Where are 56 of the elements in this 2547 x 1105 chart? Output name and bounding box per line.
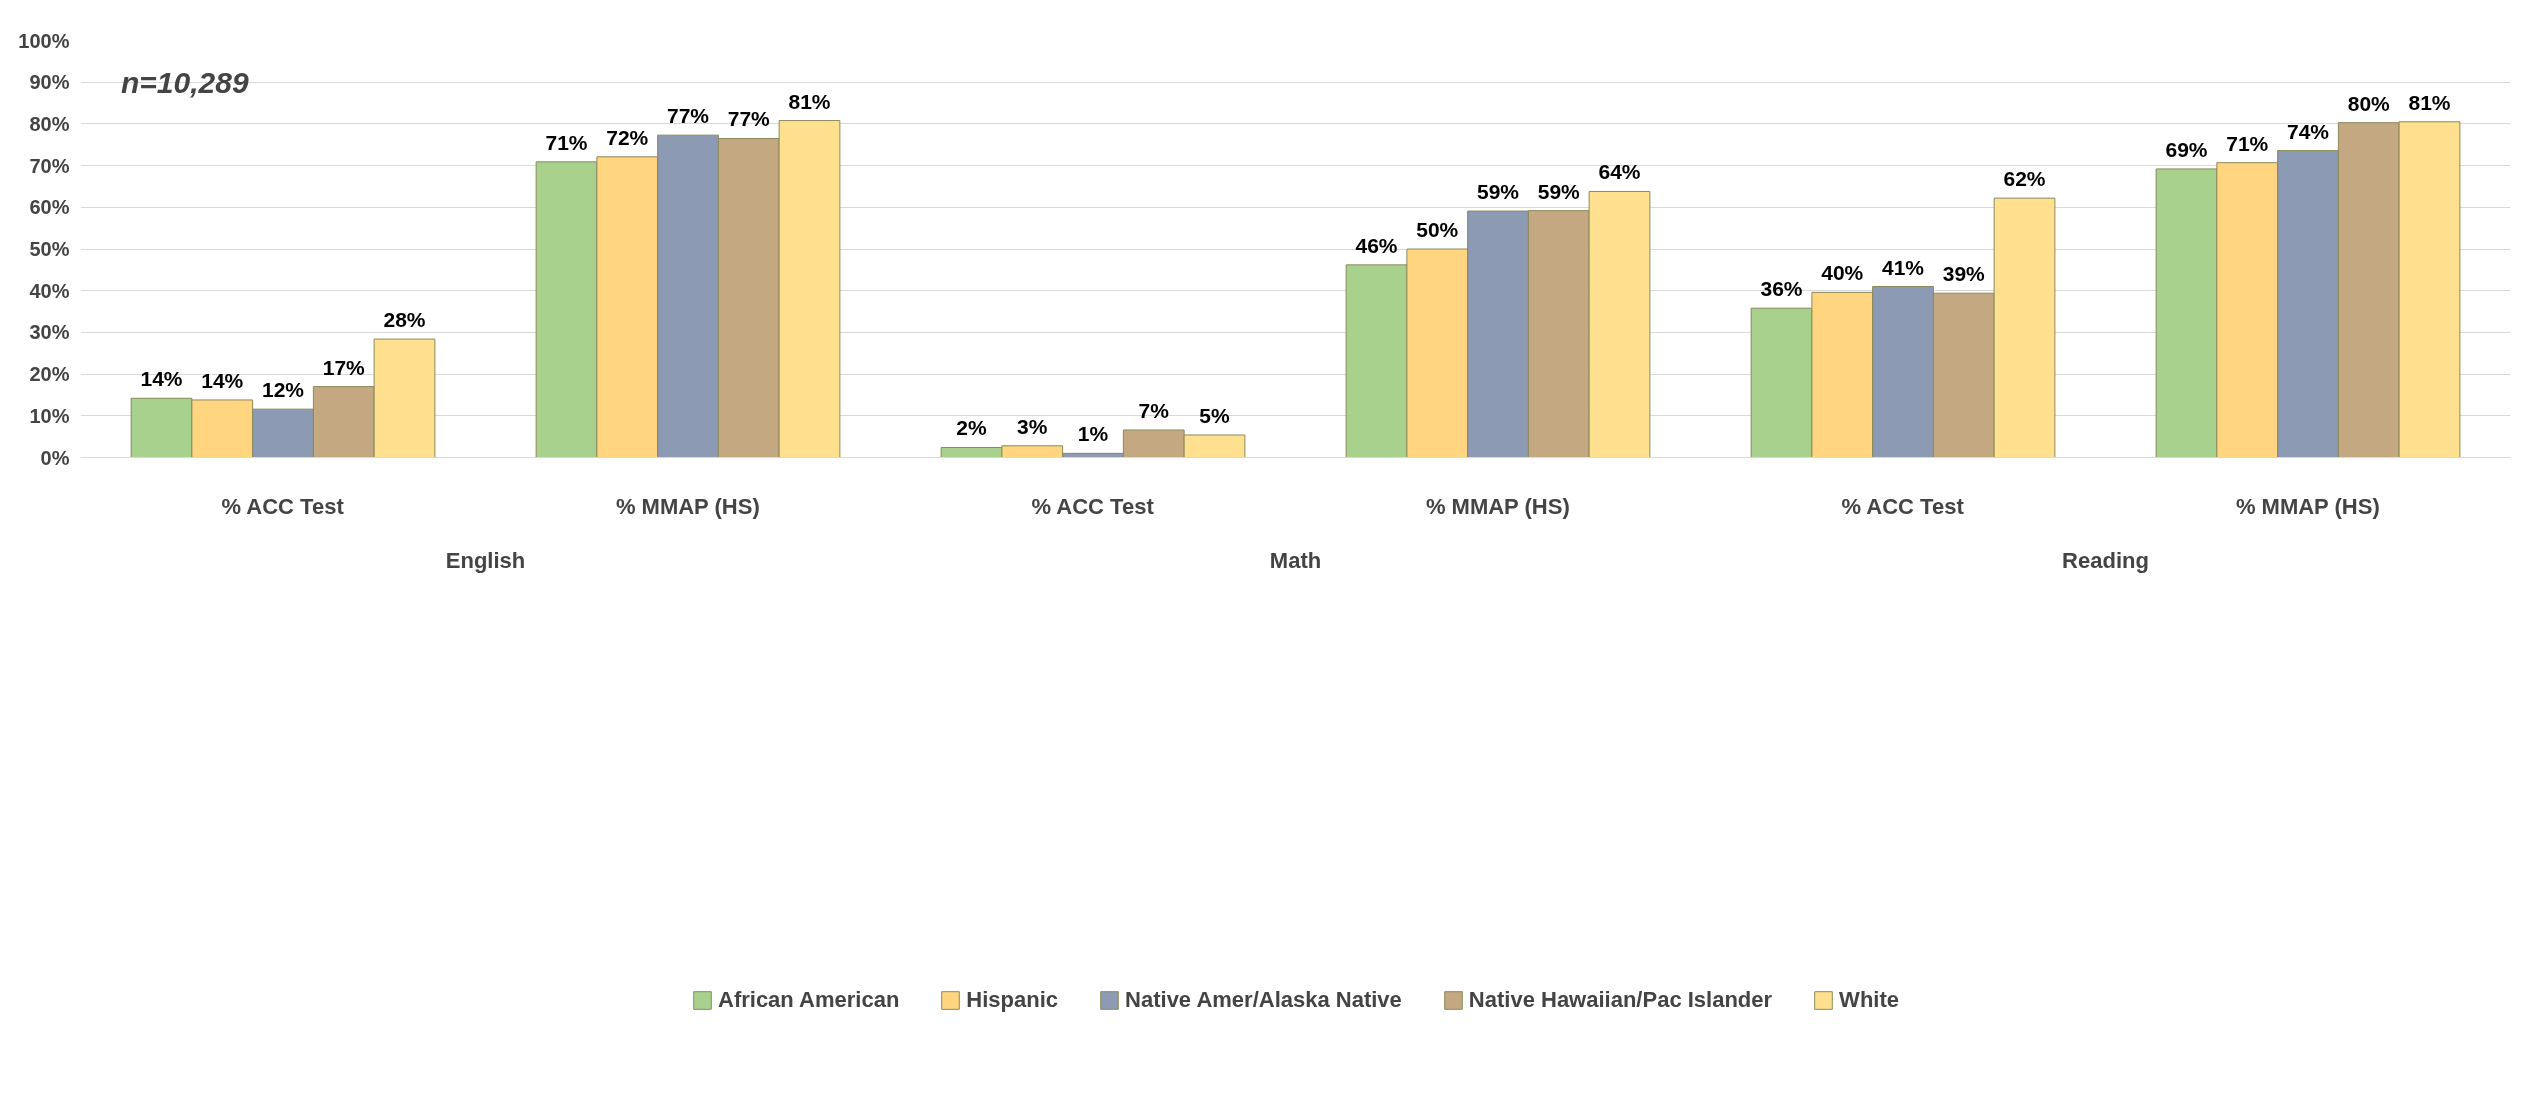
data-label: 3% <box>1017 414 1048 438</box>
legend-label: Hispanic <box>966 986 1059 1013</box>
data-label: 50% <box>1416 218 1459 241</box>
text: English <box>445 547 526 573</box>
data-label: 28% <box>383 308 426 332</box>
data-label: 36% <box>1760 277 1803 301</box>
data-label: 5% <box>1199 403 1230 427</box>
legend-label: Native Amer/Alaska Native <box>1125 986 1402 1013</box>
data-label: 7% <box>1138 398 1170 422</box>
data-label: 12% <box>261 378 305 402</box>
data-label: 1% <box>1077 422 1109 446</box>
data-label: 59% <box>1537 179 1581 203</box>
text: Reading <box>2062 547 2149 573</box>
y-tick-label: 100% <box>18 29 70 52</box>
text: Math <box>1269 547 1322 573</box>
data-label: 74% <box>2286 119 2330 143</box>
y-tick-label: 80% <box>29 112 70 135</box>
data-label: 14% <box>140 367 183 391</box>
y-tick-label: 90% <box>29 71 70 94</box>
data-label: 59% <box>1476 180 1520 204</box>
y-tick-label: 40% <box>29 279 70 302</box>
x-tick-label: % MMAP (HS) <box>615 493 760 519</box>
data-label: 81% <box>2408 90 2451 114</box>
data-label: 69% <box>2165 137 2208 161</box>
data-label: 17% <box>322 355 366 379</box>
data-label: 62% <box>2003 167 2046 191</box>
y-tick-label: 50% <box>29 238 70 260</box>
annotation: n=10,289 <box>121 65 249 99</box>
data-label: 40% <box>1821 261 1864 285</box>
y-tick-label: 70% <box>29 154 70 177</box>
data-label: 64% <box>1598 160 1641 184</box>
y-tick-label: 0% <box>40 446 70 469</box>
data-label: 46% <box>1355 233 1398 257</box>
x-tick-label: % MMAP (HS) <box>1425 493 1570 519</box>
legend-label: White <box>1839 986 1900 1013</box>
data-label: 71% <box>2226 131 2269 155</box>
x-tick-label: % ACC Test <box>1841 493 1965 519</box>
x-tick-label: % ACC Test <box>1031 493 1155 519</box>
data-label: 39% <box>1942 262 1986 286</box>
data-label: 2% <box>956 416 987 440</box>
data-label: 72% <box>606 125 649 149</box>
x-tick-label: % ACC Test <box>221 493 345 519</box>
data-label: 77% <box>666 104 710 128</box>
data-label: 14% <box>201 368 244 392</box>
legend-label: African American <box>717 986 900 1013</box>
y-tick-label: 20% <box>29 363 70 386</box>
y-tick-label: 60% <box>29 196 70 219</box>
data-label: 80% <box>2347 91 2391 115</box>
x-tick-label: % MMAP (HS) <box>2235 493 2380 519</box>
data-label: 71% <box>545 130 588 154</box>
data-label: 81% <box>788 89 831 113</box>
legend-label: Native Hawaiian/Pac Islander <box>1468 986 1773 1013</box>
y-tick-label: 30% <box>29 321 70 344</box>
y-tick-label: 10% <box>29 404 70 427</box>
data-label: 77% <box>727 107 771 131</box>
data-label: 41% <box>1881 255 1925 279</box>
